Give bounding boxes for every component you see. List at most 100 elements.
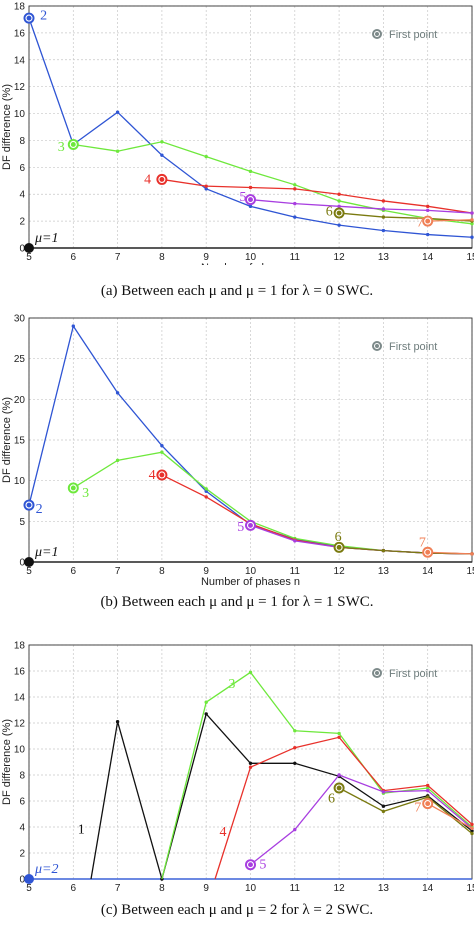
c1-legend-marker-ring [374,343,380,349]
c0-reference-label: μ=1 [34,231,58,246]
c0-x-tick-label: 13 [378,252,390,263]
c1-series-2-point [71,324,76,328]
c0-series-3-point [248,169,253,174]
c2-series-label-3: 3 [228,677,235,692]
c1-series-7-point [470,552,474,556]
c2-series-3-point [248,670,253,674]
c1-reference-marker [24,557,34,567]
c2-first-point-7 [422,798,434,810]
c0-series-label-4: 4 [144,172,151,187]
c0-x-tick-label: 12 [334,252,346,263]
c2-series-4-point [337,735,341,739]
c1-series-2-point [115,391,120,395]
c1-series-3-point [160,450,164,454]
c0-x-tick-label: 11 [290,252,301,263]
c2-series-1-point [470,829,474,833]
c0-series-2-point [381,228,386,233]
c1-x-tick-label: 14 [422,566,434,577]
c0-series-label-3: 3 [58,140,65,155]
c2-series-5-point [381,790,386,794]
c0-series-7-point [470,218,474,222]
c0-y-tick-label: 2 [19,217,25,228]
caption-c: (c) Between each μ and μ = 2 for λ = 2 S… [100,902,374,918]
c0-first-point-ring-4 [158,175,166,183]
c2-series-1-point [293,761,297,765]
c0-series-2-point [204,187,208,191]
caption-a: (a) Between each μ and μ = 1 for λ = 0 S… [100,283,374,299]
c2-legend-marker [372,668,382,678]
c0-first-point-3 [67,138,79,150]
c1-series-2-point [160,443,164,448]
c2-series-6-point [381,809,386,814]
c1-y-tick-label: 10 [14,476,26,487]
c2-y-tick-label: 4 [19,823,25,834]
c0-x-tick-label: 7 [115,252,121,263]
c0-series-4-point [293,187,297,191]
c2-first-point-6 [333,782,345,794]
c2-legend-marker-ring [374,670,380,676]
c2-reference-marker [24,874,34,884]
c1-first-point-6 [333,541,345,553]
c2-y-tick-label: 14 [14,693,26,704]
c0-y-tick-label: 8 [19,136,25,147]
c1-first-point-ring-5 [246,521,255,529]
c2-series-label-4: 4 [219,825,226,840]
c2-series-3-point [337,731,341,736]
c2-first-point-5 [245,859,256,871]
c1-x-tick-label: 8 [159,566,165,577]
c0-series-3-point [115,149,120,153]
c0-legend-label: First point [389,29,437,41]
c0-series-label-2: 2 [40,8,47,23]
c1-reference-label: μ=1 [34,545,58,560]
c1-first-point-ring-7 [424,548,432,556]
c2-x-tick-label: 5 [26,883,32,894]
c1-first-point-2 [23,499,35,511]
c2-x-tick-label: 8 [159,883,165,894]
c0-y-tick-label: 14 [14,55,26,66]
c0-series-label-5: 5 [239,190,246,205]
c1-x-tick-label: 5 [26,566,32,577]
c2-series-6-point [470,831,474,836]
c1-x-tick-label: 13 [378,566,390,577]
c2-series-label-1: 1 [78,823,85,838]
c2-first-point-ring-5 [246,861,255,869]
c1-first-point-ring-6 [335,543,343,551]
c0-series-5-point [470,211,474,215]
c2-series-label-6: 6 [328,791,335,806]
c2-x-axis-label: Number of phases n [201,893,300,894]
c1-x-tick-label: 6 [71,566,77,577]
chart-a-svg: 5 6 7 8 9 10 11 12 13 14 15 0 2 4 6 8 10 12 14 16 18 Number o… [1,2,474,266]
c0-first-point-ring-5 [246,196,255,204]
c1-x-axis-label: Number of phases n [201,576,300,588]
c0-series-3-point [337,199,341,203]
c2-y-tick-label: 0 [19,875,25,886]
c2-series-4-point [293,746,297,750]
c0-x-tick-label: 15 [466,252,474,263]
c2-x-tick-label: 12 [334,883,346,894]
c0-x-tick-label: 8 [159,252,165,263]
c2-series-3-point [293,729,297,733]
c1-y-tick-label: 20 [14,395,26,406]
c2-series-line-3 [161,671,473,880]
c0-series-3-point [470,222,474,226]
c2-series-6-point [426,795,430,799]
c0-y-tick-label: 10 [14,109,26,120]
c0-series-4-point [426,204,430,209]
c1-series-3-point [115,458,120,463]
c2-series-label-7: 7 [414,800,421,815]
c1-series-label-5: 5 [237,520,244,535]
c0-series-line-6 [339,212,473,222]
c0-y-tick-label: 12 [14,82,26,93]
c0-series-2-point [115,110,120,114]
c0-first-point-ring-7 [424,217,432,225]
chart-b-svg: 56789101112131415051015202530Number of p… [1,314,474,589]
c2-series-4-point [426,783,430,788]
c0-x-axis-label: Number of phases n [201,262,300,265]
c2-y-tick-label: 6 [19,797,25,808]
c0-x-tick-label: 14 [422,252,434,263]
c1-series-label-6: 6 [335,530,342,545]
c2-x-tick-label: 15 [466,883,474,894]
c2-y-tick-label: 16 [14,667,26,678]
c1-y-tick-label: 0 [19,558,25,569]
c1-series-5-point [293,539,297,543]
